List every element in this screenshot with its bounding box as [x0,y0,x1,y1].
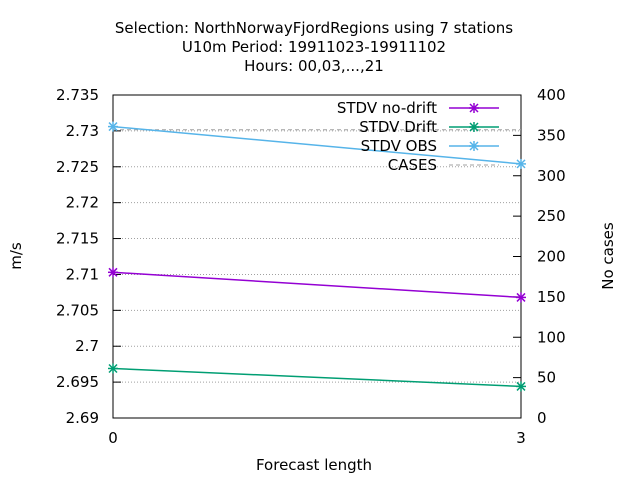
y-tick-label: 2.69 [66,409,99,427]
data-point [108,363,118,374]
y-tick-label: 2.72 [66,194,99,212]
chart-title: Selection: NorthNorwayFjordRegions using… [115,19,513,75]
x-tick-label: 0 [108,429,118,447]
series-line [112,125,522,165]
title-line: Hours: 00,03,...,21 [244,57,384,75]
legend-item: STDV OBS [361,137,499,155]
y2-tick-label: 400 [537,86,566,104]
title-line: Selection: NorthNorwayFjordRegions using… [115,19,513,37]
x-axis-label: Forecast length [256,456,372,474]
y2-axis-label: No cases [599,222,617,290]
legend-marker [469,122,479,132]
y-tick-label: 2.715 [56,230,99,248]
series-layer [108,121,526,392]
data-point [516,381,526,392]
y2-tick-label: 200 [537,248,566,266]
plot-frame [112,94,522,419]
y2-tick-label: 250 [537,207,566,225]
y2-tick-label: 300 [537,167,566,185]
y-tick-label: 2.71 [66,265,99,283]
legend-label: STDV OBS [361,137,437,155]
y-tick-label: 2.735 [56,86,99,104]
y-tick-label: 2.73 [66,122,99,140]
y-tick-label: 2.695 [56,373,99,391]
y-tick-label: 2.7 [75,337,99,355]
series-line [112,271,522,299]
legend-label: STDV Drift [359,118,437,136]
series-stdv-drift [108,363,526,392]
y-axis-label: m/s [7,242,25,270]
legend-marker [469,141,479,151]
axes: 2.69 2.695 2.7 2.705 2.71 2.715 2.72 2.725 2.73 2… [56,86,566,447]
legend-item: STDV no-drift [337,99,499,117]
legend-marker [469,103,479,113]
series-line [112,367,522,388]
y2-tick-label: 150 [537,288,566,306]
legend-label: CASES [388,156,437,174]
data-point [108,121,118,132]
y2-tick-label: 350 [537,126,566,144]
x-tick-label: 3 [516,429,526,447]
y-tick-label: 2.705 [56,301,99,319]
data-point [516,292,526,303]
legend-item: STDV Drift [359,118,499,136]
legend-label: STDV no-drift [337,99,437,117]
y2-tick-label: 100 [537,328,566,346]
data-point [516,158,526,169]
legend-item: CASES [388,156,499,174]
y2-tick-label: 50 [537,369,556,387]
grid [113,130,521,383]
title-line: U10m Period: 19911023-19911102 [182,38,446,56]
y2-tick-label: 0 [537,409,547,427]
series-stdv-obs [108,121,526,169]
data-point [108,267,118,278]
y-tick-label: 2.725 [56,158,99,176]
series-stdv-no-drift [108,267,526,303]
